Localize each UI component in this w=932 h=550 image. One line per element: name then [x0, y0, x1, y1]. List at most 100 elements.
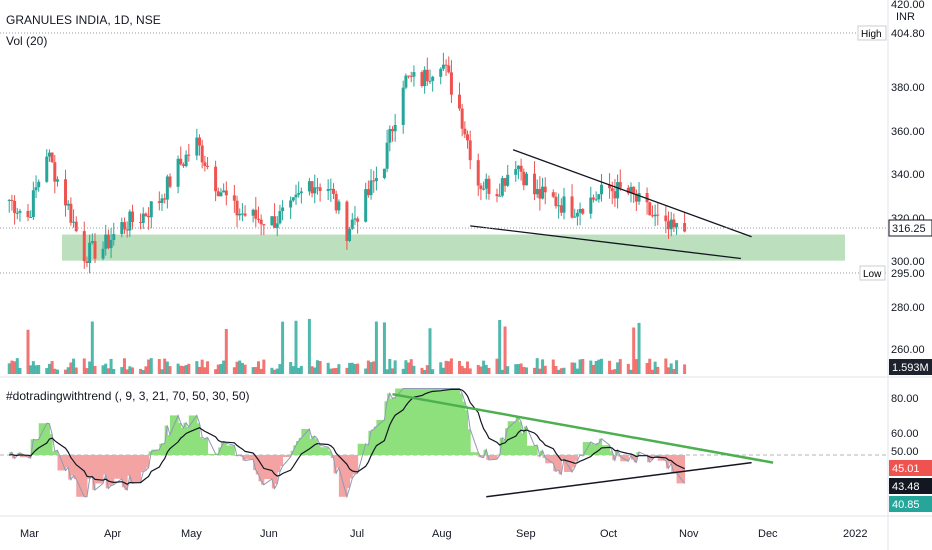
oscillator-fill — [183, 422, 187, 455]
candle-body — [256, 218, 260, 220]
candle-body — [26, 210, 30, 218]
volume-bar — [650, 369, 654, 374]
candle-body — [128, 211, 132, 231]
candle-body — [404, 75, 408, 88]
volume-bar — [45, 368, 49, 374]
volume-value: 1.593M — [892, 362, 929, 374]
price-tick-340: 340.00 — [891, 169, 925, 181]
oscillator-fill — [95, 455, 104, 484]
candle-body — [578, 208, 582, 213]
volume-bar — [683, 364, 687, 374]
volume-bar — [522, 366, 526, 374]
candle-body — [667, 221, 671, 230]
price-tick-360: 360.00 — [891, 126, 925, 138]
candle-body — [141, 213, 145, 223]
oscillator-fill — [65, 455, 69, 468]
candle-body — [275, 223, 279, 228]
candle-body — [13, 200, 17, 214]
candle-body — [543, 186, 547, 193]
volume-bar — [125, 369, 129, 374]
candle-body — [337, 201, 341, 211]
candle-body — [431, 76, 435, 81]
volume-bar — [69, 362, 73, 374]
volume-bar — [401, 368, 405, 374]
oscillator-fill — [518, 421, 522, 455]
candle-body — [423, 69, 427, 87]
indicator-tick-80: 80.00 — [891, 393, 919, 405]
volume-bar — [533, 367, 537, 374]
volume-bar — [350, 362, 354, 374]
candle-body — [101, 248, 105, 259]
candle-body — [187, 154, 191, 156]
volume-bar — [313, 367, 317, 374]
volume-bar — [15, 358, 19, 374]
oscillator-fill — [357, 443, 367, 455]
candle-body — [90, 241, 94, 243]
candle-body — [238, 213, 242, 216]
candle-body — [332, 188, 336, 194]
candle-body — [69, 203, 73, 223]
candle-body — [449, 72, 453, 95]
oscillator-fill — [253, 455, 257, 471]
volume-bar — [353, 363, 357, 374]
candle-body — [184, 154, 188, 167]
candle-body — [447, 65, 451, 73]
oscillator-fill — [671, 455, 675, 473]
volume-bar — [26, 329, 30, 374]
volume-bar — [487, 367, 491, 374]
volume-bar — [460, 365, 464, 374]
candle-body — [345, 201, 349, 241]
candle-body — [216, 191, 220, 197]
candle-body — [372, 180, 376, 182]
candle-body — [15, 212, 19, 214]
volume-bar — [179, 365, 183, 374]
candle-body — [348, 228, 352, 241]
candle-body — [653, 214, 657, 217]
volume-bar — [187, 363, 191, 374]
oscillator-fill — [440, 388, 444, 455]
indicator-title: #dotradingwithtrend (, 9, 3, 21, 70, 50,… — [6, 389, 250, 403]
oscillator-fill — [296, 441, 300, 455]
candle-body — [522, 171, 526, 186]
volume-bar — [637, 322, 641, 374]
volume-title: Vol (20) — [6, 34, 47, 48]
candle-body — [131, 211, 135, 223]
time-label-apr: Apr — [104, 528, 121, 540]
oscillator-fill — [411, 388, 415, 455]
oscillator-fill — [279, 455, 284, 467]
oscillator-fill — [590, 443, 594, 455]
volume-bar — [74, 367, 78, 374]
volume-bar — [281, 321, 285, 374]
oscillator-fill — [84, 455, 88, 497]
oscillator-fill — [609, 451, 613, 455]
oscillator-fill — [564, 455, 573, 472]
oscillator-fill — [19, 455, 29, 458]
volume-bar — [251, 367, 255, 374]
candle-body — [608, 184, 612, 189]
oscillator-fill — [424, 388, 428, 455]
time-label-nov: Nov — [679, 528, 699, 540]
candle-body — [326, 189, 330, 192]
volume-bar — [404, 360, 408, 374]
indicator-value-badge-1 — [889, 460, 932, 476]
candle-body — [356, 218, 360, 222]
volume-bar — [160, 369, 164, 374]
volume-bar — [31, 361, 35, 374]
oscillator-fill — [427, 388, 431, 455]
volume-bar — [348, 362, 352, 374]
oscillator-fill — [167, 434, 171, 455]
volume-bar — [275, 368, 279, 374]
volume-bar — [291, 366, 295, 374]
volume-bar — [198, 366, 202, 374]
candle-body — [147, 215, 151, 218]
volume-bar — [559, 368, 563, 374]
oscillator-fill — [57, 455, 67, 471]
volume-bar — [653, 361, 657, 374]
volume-bar — [294, 320, 298, 374]
oscillator-fill — [282, 455, 292, 458]
volume-bar — [500, 369, 504, 374]
candle-body — [29, 216, 33, 218]
candle-body — [594, 199, 598, 201]
volume-bar — [329, 368, 333, 374]
